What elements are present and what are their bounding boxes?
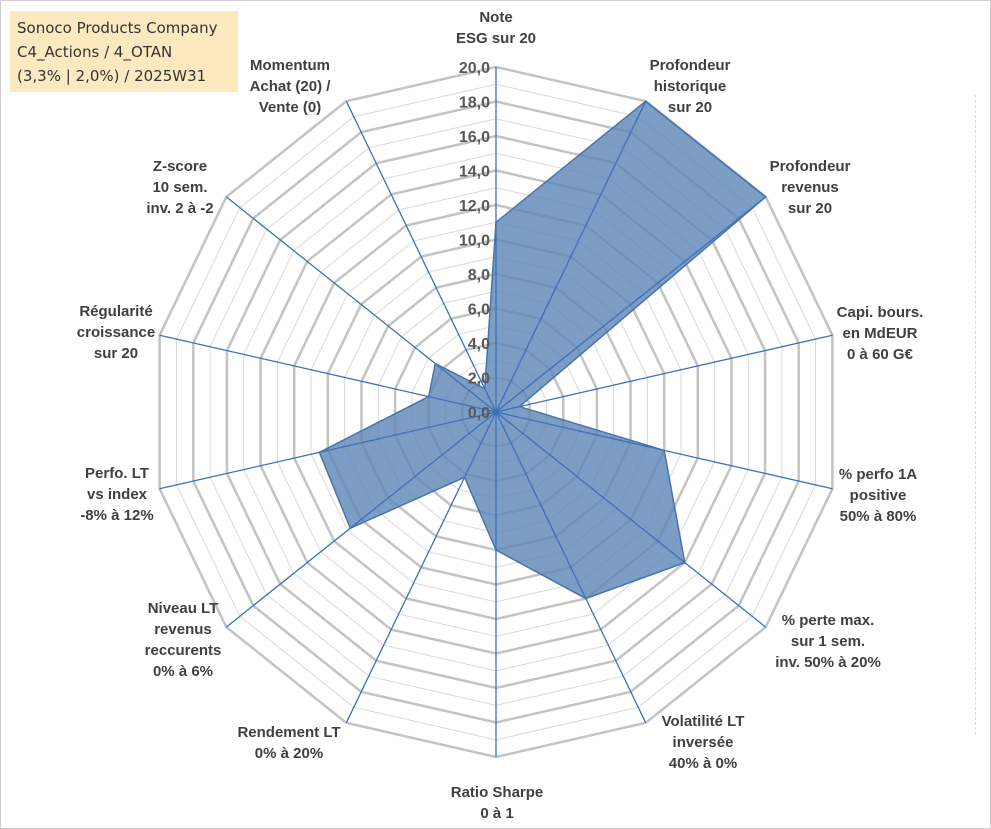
tick-label: 4,0: [468, 336, 490, 353]
axis-label: inversée: [673, 734, 734, 751]
radar-spoke: [159, 334, 497, 413]
radar-spoke: [495, 411, 833, 490]
axis-label: 0% à 6%: [153, 663, 213, 680]
axis-label: croissance: [77, 324, 155, 341]
decorative-side-line: [975, 95, 977, 735]
radar-tick-labels: 0,0 2,0 4,0 6,0 8,0 10,0 12,0 14,0 16,0 18,0 20,0: [459, 60, 490, 422]
axis-label: 0 à 1: [480, 805, 513, 822]
axis-label: Rendement LT: [237, 724, 340, 741]
radar-spokes: [159, 67, 833, 757]
radar-spoke: [345, 100, 497, 413]
axis-label: Profondeur: [650, 57, 731, 74]
radar-series: [318, 100, 767, 600]
tick-label: 20,0: [459, 60, 490, 77]
axis-label: Volatilité LT: [662, 713, 745, 730]
axis-label: Régularité: [79, 303, 152, 320]
tick-label: 18,0: [459, 95, 490, 112]
axis-label: Niveau LT: [148, 600, 219, 617]
axis-label: ESG sur 20: [456, 30, 536, 47]
axis-label: % perte max.: [782, 612, 875, 629]
radar-spoke: [345, 411, 497, 724]
radar-area: [318, 100, 767, 600]
radar-spoke: [495, 411, 647, 724]
axis-label: sur 20: [788, 200, 832, 217]
axis-label: Z-score: [153, 158, 207, 175]
tick-label: 2,0: [468, 371, 490, 388]
axis-label: revenus: [781, 179, 839, 196]
axis-label: vs index: [87, 486, 148, 503]
tick-label: 12,0: [459, 198, 490, 215]
axis-label: % perfo 1A: [839, 466, 918, 483]
axis-label: 0% à 20%: [255, 745, 323, 762]
axis-label: 40% à 0%: [669, 755, 737, 772]
radar-spoke: [225, 411, 497, 628]
radar-spoke: [495, 196, 767, 413]
axis-label: 10 sem.: [152, 179, 207, 196]
radar-spoke: [495, 334, 833, 413]
axis-label: reccurents: [145, 642, 222, 659]
radar-spoke: [159, 411, 497, 490]
radar-spoke: [495, 100, 647, 413]
company-name: Sonoco Products Company: [17, 19, 218, 37]
axis-label: -8% à 12%: [80, 507, 153, 524]
radar-axis-labels: Note ESG sur 20 Profondeur historique sur 20…: [77, 9, 924, 822]
axis-label: positive: [850, 487, 907, 504]
axis-label: inv. 2 à -2: [146, 200, 213, 217]
axis-label: inv. 50% à 20%: [775, 654, 881, 671]
axis-label: Achat (20) /: [250, 78, 332, 95]
axis-label: 50% à 80%: [840, 508, 917, 525]
axis-label: sur 1 sem.: [791, 633, 865, 650]
tick-label: 16,0: [459, 129, 490, 146]
axis-label: Profondeur: [770, 158, 851, 175]
axis-label: Momentum: [250, 57, 330, 74]
axis-label: Note: [479, 9, 512, 26]
axis-label: sur 20: [94, 345, 138, 362]
axis-label: 0 à 60 G€: [847, 346, 914, 363]
company-category: C4_Actions / 4_OTAN: [17, 43, 173, 61]
tick-label: 8,0: [468, 267, 490, 284]
axis-label: Perfo. LT: [85, 465, 149, 482]
tick-label: 0,0: [468, 405, 490, 422]
tick-label: 14,0: [459, 164, 490, 181]
axis-label: revenus: [154, 621, 212, 638]
radar-spoke: [225, 196, 497, 413]
radar-spoke: [495, 411, 767, 628]
company-period: (3,3% | 2,0%) / 2025W31: [17, 67, 207, 85]
axis-label: Ratio Sharpe: [451, 784, 544, 801]
axis-label: sur 20: [668, 99, 712, 116]
axis-label: historique: [654, 78, 727, 95]
axis-label: Vente (0): [259, 99, 322, 116]
company-info-box: Sonoco Products Company C4_Actions / 4_O…: [10, 11, 238, 92]
tick-label: 6,0: [468, 302, 490, 319]
tick-label: 10,0: [459, 233, 490, 250]
axis-label: en MdEUR: [843, 325, 918, 342]
axis-label: Capi. bours.: [837, 304, 924, 321]
